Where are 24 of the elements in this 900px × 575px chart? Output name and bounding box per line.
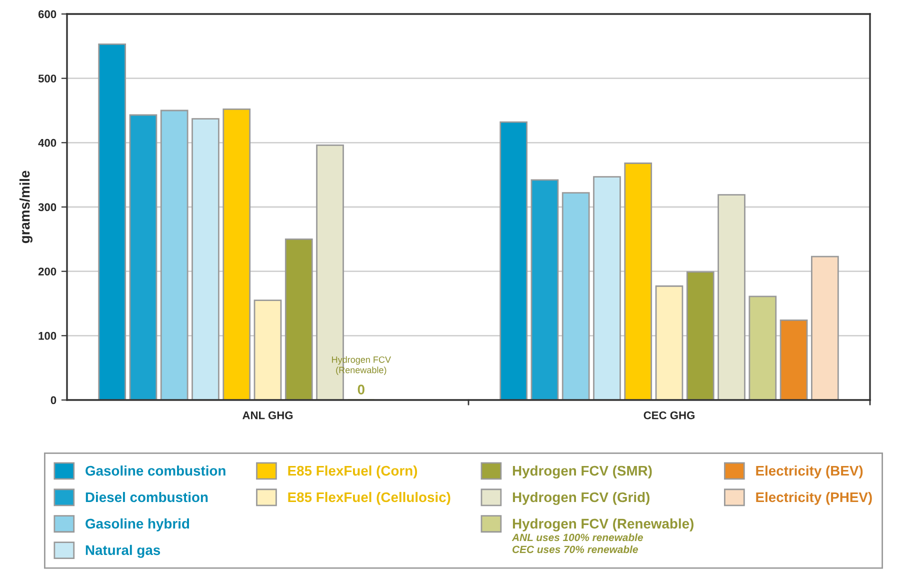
y-tick-label: 0 — [50, 396, 56, 404]
annotation: Hydrogen FCV (Renewable) — [332, 356, 391, 375]
data-label: 0 — [358, 384, 364, 394]
x-tick-label: CEC GHG — [644, 411, 694, 420]
legend-label: Gasoline hybrid — [86, 518, 190, 532]
legend-label: Diesel combustion — [86, 492, 208, 502]
y-tick-label: 500 — [38, 74, 56, 82]
legend-label: Natural gas — [86, 544, 160, 558]
y-tick-label: 600 — [38, 10, 56, 18]
y-tick-label: 200 — [38, 268, 56, 276]
legend-label: Electricity (PHEV) — [756, 492, 872, 505]
legend-label: E85 FlexFuel (Cellulosic) — [288, 492, 450, 505]
y-tick-label: 100 — [38, 332, 56, 340]
legend-label: Hydrogen FCV (SMR) — [512, 465, 652, 478]
legend-label: Hydrogen FCV (Renewable) — [512, 518, 694, 532]
y-tick-label: 300 — [38, 203, 56, 212]
x-tick-label: ANL GHG — [242, 411, 293, 420]
y-tick-label: 400 — [38, 138, 56, 147]
legend-label: Electricity (BEV) — [756, 465, 863, 478]
legend-label: E85 FlexFuel (Corn) — [288, 465, 418, 478]
legend-label: Gasoline combustion — [86, 465, 226, 476]
text: ANL uses 100% renewable CEC uses 70% renewable — [512, 533, 643, 554]
y-axis-title: grams/mile — [19, 170, 32, 244]
legend-label: Hydrogen FCV (Grid) — [512, 492, 650, 505]
